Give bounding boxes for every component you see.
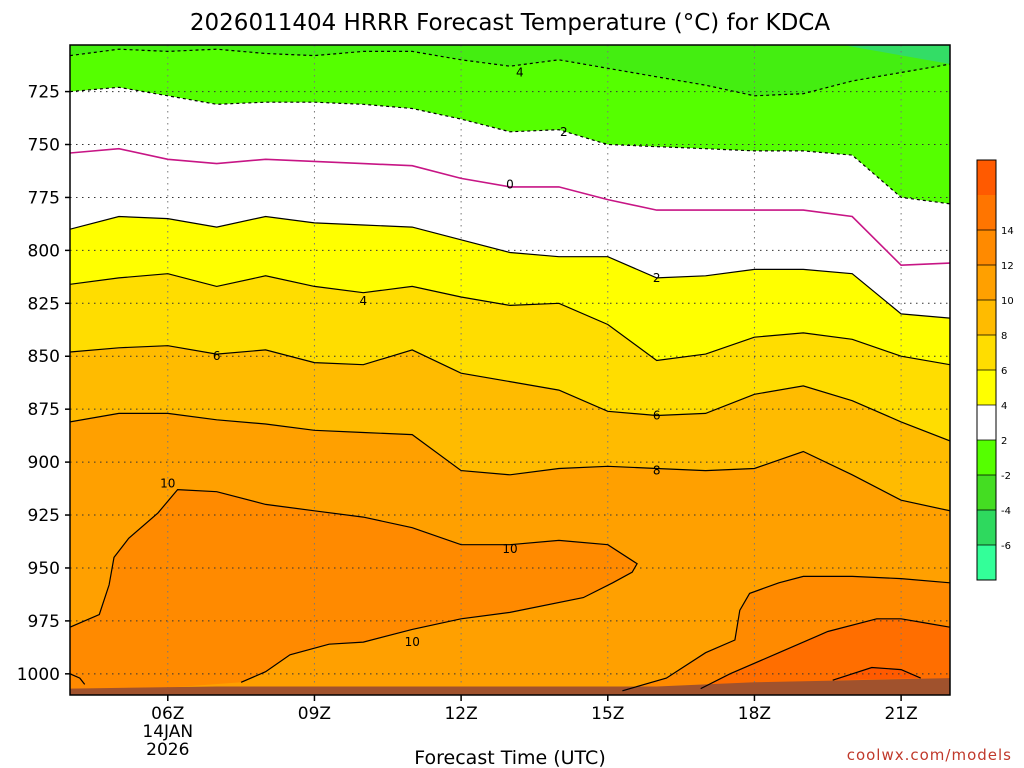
colorbar-swatch-10 (977, 195, 996, 230)
colorbar-swatch-2 (977, 475, 996, 510)
band-cold-corner (842, 45, 950, 65)
colorbar: -6 -4 -2 2 4 6 8 10 12 14 (976, 159, 1014, 581)
y-tick-label-875: 875 (28, 400, 60, 420)
contour-10-8 (70, 488, 638, 683)
colorbar-label-2: 2 (1001, 436, 1007, 447)
contour-label-6: 6 (653, 409, 661, 423)
colorbar-label-6: 6 (1001, 366, 1007, 377)
y-tick-label-900: 900 (28, 453, 60, 473)
band-10-12 (70, 489, 638, 695)
x-tick-label-15Z: 15Z (591, 704, 624, 724)
contour-6-5 (70, 345, 950, 442)
contour-label-10: 10 (502, 542, 517, 556)
source-label: coolwx.com/models (847, 746, 1012, 764)
contour-4-4 (70, 273, 950, 366)
x-tick-label-18Z: 18Z (738, 704, 771, 724)
colorbar-swatch-7 (977, 300, 996, 335)
y-tick-label-750: 750 (28, 136, 60, 156)
contour-12-12 (622, 575, 950, 692)
contour-label-4: 4 (516, 66, 524, 80)
y-axis: 725 750 775 800 825 850 875 900 925 950 975 1000 (17, 83, 70, 685)
colorbar-swatch-6 (977, 335, 996, 370)
y-tick-label-825: 825 (28, 294, 60, 314)
x-axis-label: Forecast Time (UTC) (414, 747, 605, 768)
contour-lines (70, 48, 950, 692)
grid-lines (70, 45, 950, 695)
y-tick-label-725: 725 (28, 83, 60, 103)
colorbar-label--4: -4 (1001, 506, 1011, 517)
contour-label-4: 4 (360, 294, 368, 308)
contour-16-14 (832, 666, 921, 681)
contour-label-2: 2 (560, 125, 568, 139)
ground-fill (70, 678, 950, 695)
contour-2-1 (70, 86, 950, 205)
contour-label-10: 10 (160, 476, 175, 490)
colorbar-swatch-8 (977, 265, 996, 300)
x-tick-label-09Z: 09Z (298, 704, 331, 724)
contour-2-3 (70, 215, 950, 319)
band-16 (832, 667, 921, 681)
contour-label-10: 10 (405, 635, 420, 649)
contour-label-8: 8 (653, 464, 661, 478)
colorbar-label-12: 12 (1001, 261, 1014, 272)
colorbar-swatch-0 (977, 545, 996, 580)
x-tick-label-21Z: 21Z (884, 704, 917, 724)
colorbar-label-10: 10 (1001, 296, 1014, 307)
contour-label-2: 2 (653, 271, 661, 285)
contour-4-0 (70, 48, 950, 97)
y-tick-label-925: 925 (28, 506, 60, 526)
x-tick-label-06Z: 06Z (151, 704, 184, 724)
y-tick-label-775: 775 (28, 188, 60, 208)
x-tick-year: 2026 (146, 740, 189, 760)
colorbar-swatch-11 (977, 160, 996, 195)
colorbar-swatch-3 (977, 440, 996, 475)
contour-label-6: 6 (213, 349, 221, 363)
ground-layer (70, 678, 950, 695)
contour-0-2 (70, 147, 950, 267)
colorbar-swatch-1 (977, 510, 996, 545)
contour-8-7 (70, 412, 950, 512)
colorbar-swatch-5 (977, 370, 996, 405)
y-tick-label-850: 850 (28, 347, 60, 367)
colorbar-swatch-9 (977, 230, 996, 265)
x-tick-date: 14JAN (142, 722, 193, 742)
temperature-fill-bands (70, 45, 950, 695)
colorbar-swatch-4 (977, 405, 996, 440)
colorbar-label--2: -2 (1001, 471, 1011, 482)
colorbar-label-14: 14 (1001, 226, 1014, 237)
colorbar-label-4: 4 (1001, 401, 1007, 412)
colorbar-label-8: 8 (1001, 331, 1007, 342)
contour-label-0: 0 (506, 178, 514, 192)
y-tick-label-950: 950 (28, 559, 60, 579)
contour-10-11 (70, 673, 86, 685)
y-tick-label-975: 975 (28, 612, 60, 632)
chart-title: 2026011404 HRRR Forecast Temperature (°C… (190, 10, 830, 36)
contour-labels: 4 2 0 2 4 6 6 8 10 10 10 (160, 66, 661, 650)
x-tick-label-12Z: 12Z (444, 704, 477, 724)
colorbar-label--6: -6 (1001, 541, 1011, 552)
contour-14-13 (700, 618, 950, 690)
y-tick-label-800: 800 (28, 241, 60, 261)
plot-frame (69, 44, 951, 696)
y-tick-label-1000: 1000 (17, 665, 60, 685)
